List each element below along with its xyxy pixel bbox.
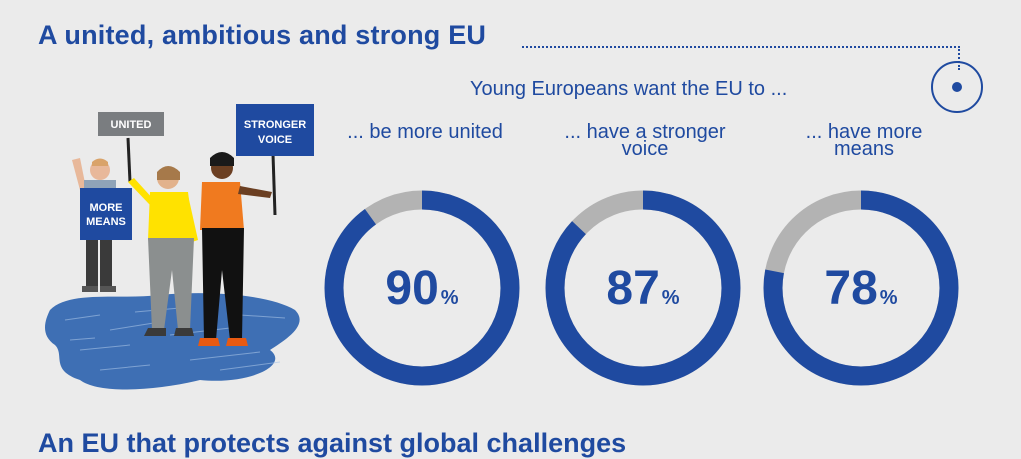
stat-label-stronger-voice: ... have a stronger voice: [564, 121, 726, 160]
puddle-shape: [45, 293, 300, 390]
sign-more-line2: MEANS: [86, 216, 126, 228]
sign-more-line1: MORE: [90, 202, 123, 214]
donut-arc-united: [324, 190, 520, 386]
stat-label-united: ... be more united: [347, 121, 503, 143]
stat-pct-united: %: [440, 286, 459, 309]
target-icon: [931, 61, 983, 113]
intro-text: Young Europeans want the EU to ...: [470, 78, 788, 100]
dotted-connector: [522, 46, 960, 70]
sign-stronger-line1: STRONGER: [244, 119, 306, 131]
puddle-texture: [64, 307, 286, 371]
stat-label-more-means: ... have more means: [805, 121, 923, 160]
donut-arc-stronger-voice: [545, 190, 741, 386]
stat-pct-more-means: %: [879, 286, 898, 309]
next-section-heading: An EU that protects against global chall…: [38, 428, 627, 458]
donut-chart-stronger-voice: 87 %: [543, 188, 743, 388]
donut-chart-united: 90 %: [322, 188, 522, 388]
stat-value-united: 90: [385, 261, 439, 315]
donut-chart-more-means: 78 %: [761, 188, 961, 388]
sign-united-text: UNITED: [111, 119, 152, 131]
stat-value-more-means: 78: [824, 261, 878, 315]
donut-arc-more-means: [763, 190, 959, 386]
stat-pct-stronger-voice: %: [661, 286, 680, 309]
page-title: A united, ambitious and strong EU: [38, 20, 487, 50]
stat-value-stronger-voice: 87: [606, 261, 660, 315]
sign-stronger-line2: VOICE: [258, 134, 292, 146]
protesters-illustration: UNITED STRONGER VOICE MORE MEANS: [45, 104, 314, 390]
